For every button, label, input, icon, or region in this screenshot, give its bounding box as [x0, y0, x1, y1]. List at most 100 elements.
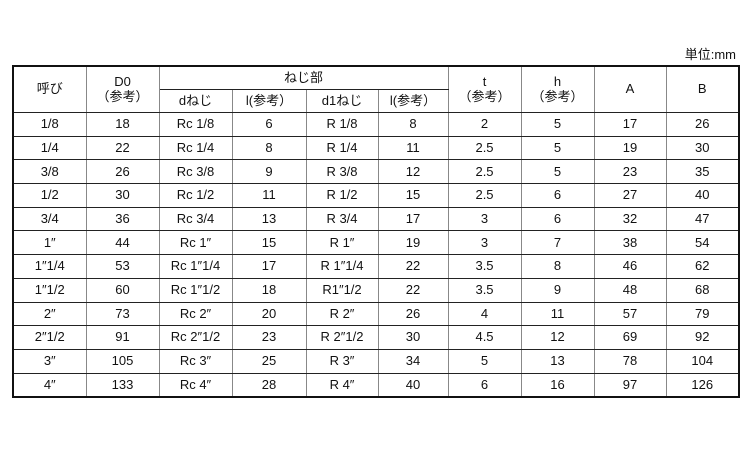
table-cell: Rc 3/4 — [158, 206, 233, 232]
table-row: 1″1/2 60 Rc 1″1/2 18 R1″1/2 22 3.5 9 48 68 — [12, 277, 740, 303]
table-cell: 91 — [85, 325, 160, 350]
table-cell: 7 — [520, 230, 595, 256]
table-cell: Rc 1″1/2 — [158, 277, 233, 303]
table-cell: 48 — [593, 277, 667, 303]
header-l1: l(参考） — [231, 89, 307, 113]
table-cell: Rc 3″ — [158, 348, 233, 374]
table-cell: 54 — [665, 230, 740, 256]
header-a: A — [593, 65, 667, 113]
table-cell: 11 — [520, 301, 595, 327]
table-cell: 22 — [377, 277, 449, 303]
table-cell: 1″ — [12, 230, 87, 256]
table-cell: Rc 4″ — [158, 372, 233, 398]
table-cell: 23 — [593, 159, 667, 185]
table-cell: 53 — [85, 254, 160, 279]
table-cell: 4 — [447, 301, 522, 327]
table-cell: R 4″ — [305, 372, 379, 398]
table-cell: R 1″ — [305, 230, 379, 256]
table-cell: 17 — [377, 206, 449, 232]
table-cell: 4″ — [12, 372, 87, 398]
table-row: 4″ 133 Rc 4″ 28 R 4″ 40 6 16 97 126 — [12, 372, 740, 398]
table-cell: 6 — [520, 183, 595, 208]
table-row: 3/4 36 Rc 3/4 13 R 3/4 17 3 6 32 47 — [12, 206, 740, 232]
table-cell: 3.5 — [447, 277, 522, 303]
table-cell: R 3″ — [305, 348, 379, 374]
table-cell: 5 — [520, 112, 595, 137]
table-cell: 8 — [377, 112, 449, 137]
table-cell: 2.5 — [447, 183, 522, 208]
header-t: t （参考） — [447, 65, 522, 113]
table-cell: 62 — [665, 254, 740, 279]
table-cell: 126 — [665, 372, 740, 398]
table-cell: Rc 1/4 — [158, 135, 233, 161]
table-cell: R 3/8 — [305, 159, 379, 185]
table-cell: 46 — [593, 254, 667, 279]
table-cell: 18 — [231, 277, 307, 303]
table-cell: 13 — [520, 348, 595, 374]
table-cell: 1″1/2 — [12, 277, 87, 303]
table-cell: 22 — [85, 135, 160, 161]
table-cell: 69 — [593, 325, 667, 350]
table-cell: 6 — [447, 372, 522, 398]
table-cell: Rc 2″1/2 — [158, 325, 233, 350]
table-row: 1/4 22 Rc 1/4 8 R 1/4 11 2.5 5 19 30 — [12, 135, 740, 161]
table-cell: 20 — [231, 301, 307, 327]
table-cell: 30 — [85, 183, 160, 208]
table-row: 1″1/4 53 Rc 1″1/4 17 R 1″1/4 22 3.5 8 46 62 — [12, 254, 740, 279]
table-cell: R 1/4 — [305, 135, 379, 161]
table-cell: R 1″1/4 — [305, 254, 379, 279]
table-cell: 15 — [231, 230, 307, 256]
table-row: 1/8 18 Rc 1/8 6 R 1/8 8 2 5 17 26 — [12, 112, 740, 137]
table-cell: 57 — [593, 301, 667, 327]
table-cell: 30 — [665, 135, 740, 161]
table-cell: 3 — [447, 230, 522, 256]
table-cell: 3″ — [12, 348, 87, 374]
table-cell: 12 — [520, 325, 595, 350]
table-cell: 28 — [231, 372, 307, 398]
table-cell: 1/8 — [12, 112, 87, 137]
table-cell: 32 — [593, 206, 667, 232]
table-cell: 2″ — [12, 301, 87, 327]
table-cell: 35 — [665, 159, 740, 185]
table-row: 2″ 73 Rc 2″ 20 R 2″ 26 4 11 57 79 — [12, 301, 740, 327]
table-cell: R 3/4 — [305, 206, 379, 232]
table-cell: 4.5 — [447, 325, 522, 350]
table-cell: 8 — [520, 254, 595, 279]
table-cell: Rc 1/2 — [158, 183, 233, 208]
table-cell: 18 — [85, 112, 160, 137]
table-cell: 1/2 — [12, 183, 87, 208]
table-cell: 17 — [593, 112, 667, 137]
table-cell: 8 — [231, 135, 307, 161]
table-cell: 60 — [85, 277, 160, 303]
table-cell: 38 — [593, 230, 667, 256]
table-row: 1/2 30 Rc 1/2 11 R 1/2 15 2.5 6 27 40 — [12, 183, 740, 208]
table-cell: 6 — [231, 112, 307, 137]
table-cell: 3.5 — [447, 254, 522, 279]
table-cell: 5 — [520, 135, 595, 161]
table-cell: 30 — [377, 325, 449, 350]
table-cell: Rc 1″ — [158, 230, 233, 256]
table-cell: Rc 1/8 — [158, 112, 233, 137]
table-cell: R1″1/2 — [305, 277, 379, 303]
header-neji: ねじ部 — [158, 65, 449, 90]
table-cell: 68 — [665, 277, 740, 303]
table-cell: 22 — [377, 254, 449, 279]
table-cell: 3/4 — [12, 206, 87, 232]
table-cell: 9 — [231, 159, 307, 185]
table-cell: 92 — [665, 325, 740, 350]
table-cell: R 1/8 — [305, 112, 379, 137]
table-cell: 40 — [665, 183, 740, 208]
table-cell: 2.5 — [447, 159, 522, 185]
table-cell: 2.5 — [447, 135, 522, 161]
table-cell: 5 — [520, 159, 595, 185]
table-cell: 15 — [377, 183, 449, 208]
table-cell: 105 — [85, 348, 160, 374]
table-cell: 23 — [231, 325, 307, 350]
table-row: 2″1/2 91 Rc 2″1/2 23 R 2″1/2 30 4.5 12 69 92 — [12, 325, 740, 350]
table-cell: R 2″ — [305, 301, 379, 327]
table-cell: 79 — [665, 301, 740, 327]
table-cell: 27 — [593, 183, 667, 208]
table-cell: 133 — [85, 372, 160, 398]
table-cell: 25 — [231, 348, 307, 374]
header-yobi: 呼び — [12, 65, 87, 113]
